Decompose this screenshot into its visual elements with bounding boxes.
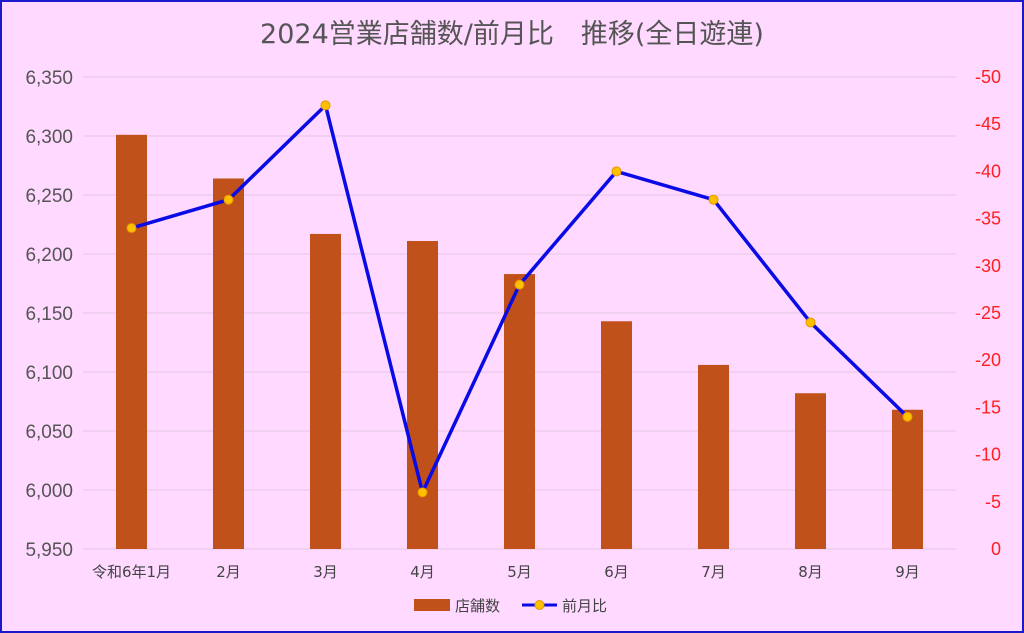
chart-title: 2024営業店舗数/前月比 推移(全日遊連) [260,19,764,50]
line-marker [708,194,719,205]
right-tick-label: -45 [975,114,1001,134]
legend-label-bar: 店舗数 [455,597,500,615]
x-tick-label: 3月 [313,563,338,581]
right-tick-label: -30 [975,256,1001,276]
right-tick-label: -5 [985,492,1001,512]
bar [892,409,923,549]
left-axis-ticks: 6,350 6,300 6,250 6,200 6,150 6,100 6,050 6,000… [25,68,73,561]
right-axis-ticks: -50-45-40-35-30-25-20-15-10-50 [975,67,1001,559]
left-tick-label: 6,000 [25,481,73,502]
left-tick-label: 6,050 [25,422,73,443]
line-marker [417,487,428,498]
bar [504,274,535,549]
legend: 店舗数 前月比 [414,597,607,615]
line-marker [223,194,234,205]
right-tick-label: -10 [975,445,1001,465]
bar [116,134,147,549]
legend-label-line: 前月比 [562,597,607,615]
line-marker [902,411,913,422]
x-axis-ticks: 令和6年1月 2月 3月 4月 5月 6月 7月 8月 9月 [92,563,920,581]
bar [407,241,438,549]
bar [698,364,729,549]
right-tick-label: -25 [975,303,1001,323]
left-tick-label: 5,950 [25,540,73,561]
bar [601,321,632,549]
x-tick-label: 8月 [798,563,823,581]
left-tick-label: 6,350 [25,68,73,89]
right-tick-label: -20 [975,350,1001,370]
right-tick-label: -35 [975,209,1001,229]
line-marker [320,100,331,111]
left-tick-label: 6,300 [25,127,73,148]
line-series [126,100,913,498]
line-marker [611,166,622,177]
legend-marker [534,600,545,610]
bar [213,178,244,550]
line-marker [514,279,525,290]
left-tick-label: 6,150 [25,304,73,325]
x-tick-label: 4月 [410,563,435,581]
bar [795,393,826,549]
x-tick-label: 7月 [701,563,726,581]
x-tick-label: 令和6年1月 [92,563,171,581]
legend-swatch-bar [414,599,450,611]
right-tick-label: -15 [975,397,1001,417]
right-tick-label: -50 [975,67,1001,87]
left-tick-label: 6,100 [25,363,73,384]
right-tick-label: 0 [991,539,1001,559]
x-tick-label: 2月 [216,563,241,581]
x-tick-label: 9月 [895,563,920,581]
bar [310,233,341,549]
bar-series [116,134,923,550]
left-tick-label: 6,250 [25,186,73,207]
left-tick-label: 6,200 [25,245,73,266]
line-marker [126,223,137,234]
line-marker [805,317,816,328]
x-tick-label: 5月 [507,563,532,581]
x-tick-label: 6月 [604,563,629,581]
right-tick-label: -40 [975,161,1001,181]
